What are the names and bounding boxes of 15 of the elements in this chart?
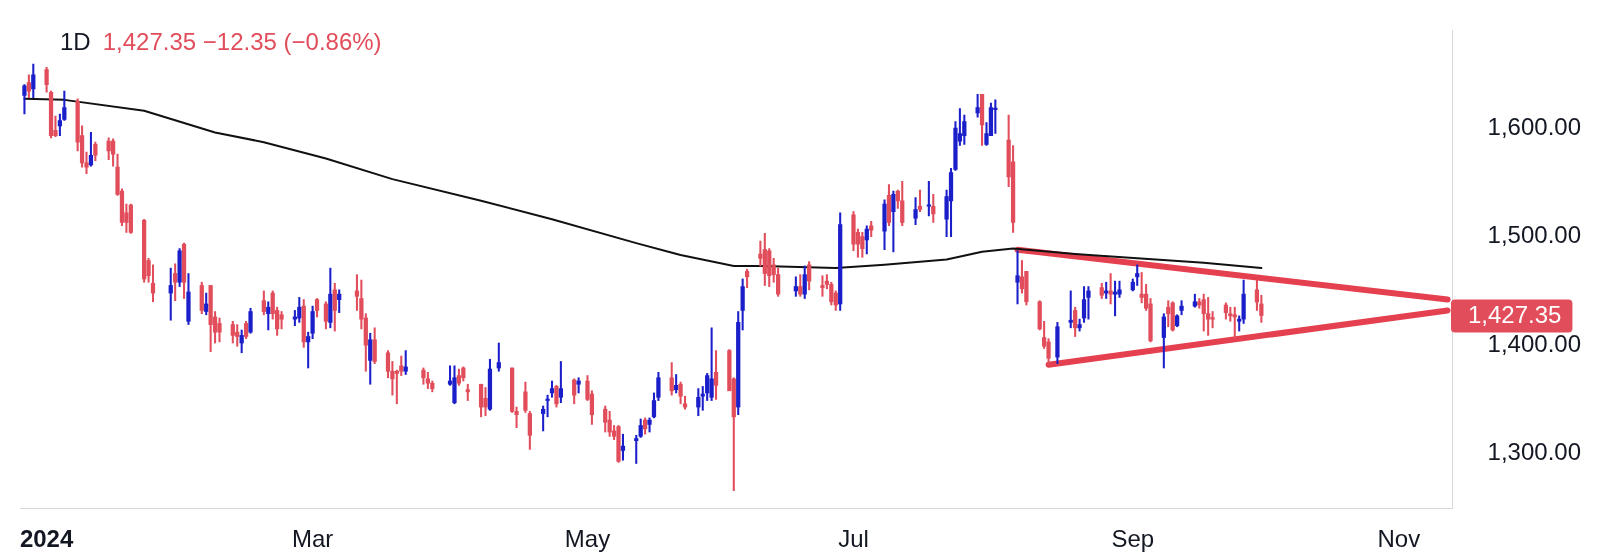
y-tick-label: 1,500.00 xyxy=(1487,221,1581,249)
x-tick-label: Sep xyxy=(1111,525,1155,553)
y-tick-label: 1,300.00 xyxy=(1487,438,1581,466)
candlestick xyxy=(1015,250,1020,305)
x-tick-label: Mar xyxy=(291,525,334,553)
x-tick-label: 2024 xyxy=(19,525,74,553)
text: 1,427.35 xyxy=(1468,301,1562,329)
x-tick-label: Jul xyxy=(838,525,869,553)
y-tick-label: 1,600.00 xyxy=(1487,112,1581,140)
x-tick-label: Nov xyxy=(1377,525,1421,553)
chart-title: 1D xyxy=(60,28,91,55)
y-tick-label: 1,400.00 xyxy=(1487,329,1581,357)
chart-subtitle: 1,427.35 −12.35 (−0.86%) xyxy=(102,28,382,55)
x-tick-label: May xyxy=(564,525,611,553)
candlestick xyxy=(483,387,488,417)
